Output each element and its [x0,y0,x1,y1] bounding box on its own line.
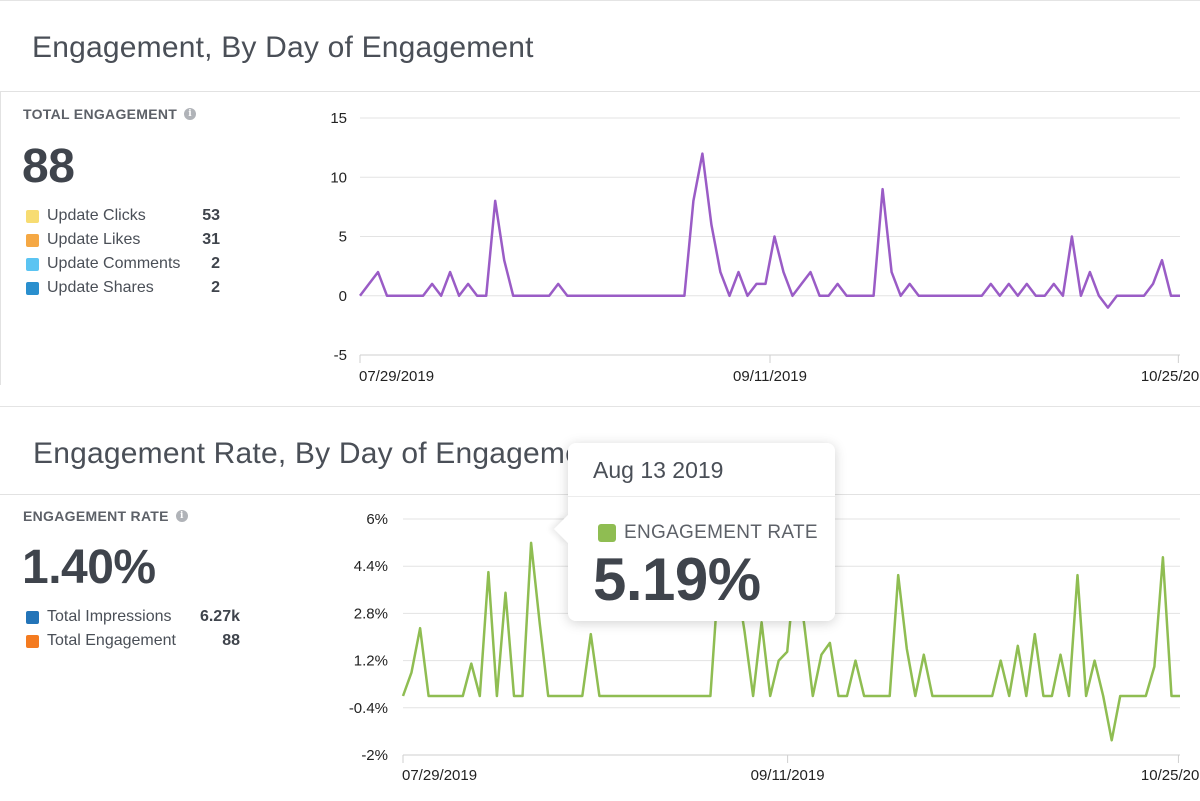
y-tick-label: 6% [366,511,388,528]
x-tick-label: 07/29/2019 [402,767,477,784]
legend-item-update-clicks[interactable]: Update Clicks 53 [26,204,220,228]
legend-item-total-engagement[interactable]: Total Engagement 88 [26,629,240,653]
y-tick-label: -0.4% [349,700,388,717]
engagement-rate-value: 1.40% [22,541,156,594]
engagement-panel: Engagement, By Day of Engagement TOTAL E… [0,0,1200,385]
engagement-line-chart[interactable]: 15 10 5 0 -5 07/29/2019 09/11/2019 10/25/2019 [300,101,1200,385]
legend-item-value: 88 [222,632,240,649]
tooltip-date: Aug 13 2019 [593,457,724,483]
y-tick-label: 5 [339,229,347,246]
series-line[interactable] [359,152,1180,309]
legend-item-label: Update Likes [47,231,141,248]
legend-item-label: Update Shares [47,279,154,296]
y-tick-label: 2.8% [354,605,388,622]
legend-item-label: Total Engagement [47,632,176,649]
legend-item-value: 2 [211,255,220,272]
chart-tooltip: Aug 13 2019 ENGAGEMENT RATE 5.19% [568,443,835,621]
x-tick-label: 10/25/2019 [1141,368,1200,385]
legend-swatch [26,281,39,295]
info-icon[interactable]: i [184,108,197,120]
panel-left-border [0,91,1,385]
total-engagement-label: TOTAL ENGAGEMENT i [23,106,197,122]
legend-item-update-comments[interactable]: Update Comments 2 [26,252,220,276]
panel-gap [0,384,1200,406]
y-tick-label: 10 [330,169,347,186]
panel-divider [0,91,1200,92]
legend-item-update-likes[interactable]: Update Likes 31 [26,228,220,252]
x-tick-label: 09/11/2019 [733,368,807,385]
y-tick-label: 1.2% [354,653,388,670]
y-tick-label: 0 [339,288,347,305]
legend-item-total-impressions[interactable]: Total Impressions 6.27k [26,605,240,629]
tooltip-divider [568,496,835,497]
legend-item-value: 31 [202,231,220,248]
legend-item-label: Update Comments [47,255,181,272]
engagement-rate-line-chart[interactable]: 6% 4.4% 2.8% 1.2% -0.4% -2% 07/29/2019 09/11/20… [300,507,1200,801]
y-tick-label: 4.4% [354,558,388,575]
legend-item-label: Update Clicks [47,207,146,224]
legend-swatch [26,257,39,271]
tooltip-value: 5.19% [593,546,761,613]
legend-item-update-shares[interactable]: Update Shares 2 [26,276,220,300]
engagement-panel-title: Engagement, By Day of Engagement [32,31,534,64]
tooltip-series-swatch [598,524,616,542]
y-tick-label: -5 [334,347,347,364]
x-tick-label: 10/25/2019 [1141,767,1200,784]
legend-swatch [26,610,39,624]
engagement-rate-legend: Total Impressions 6.27k Total Engagement… [26,605,240,653]
engagement-rate-panel-title: Engagement Rate, By Day of Engagement [33,437,608,470]
x-tick-label: 07/29/2019 [359,368,434,385]
legend-item-label: Total Impressions [47,608,172,625]
total-engagement-label-text: TOTAL ENGAGEMENT [23,106,178,122]
engagement-rate-label: ENGAGEMENT RATE i [23,508,188,524]
legend-swatch [26,209,39,223]
engagement-legend: Update Clicks 53 Update Likes 31 Update … [26,204,220,300]
tooltip-body: Aug 13 2019 ENGAGEMENT RATE 5.19% [568,443,835,621]
tooltip-series: ENGAGEMENT RATE [598,522,818,544]
engagement-rate-label-text: ENGAGEMENT RATE [23,508,169,524]
x-tick-label: 09/11/2019 [751,767,825,784]
y-tick-label: -2% [361,747,388,764]
y-tick-label: 15 [330,110,347,127]
total-engagement-value: 88 [22,140,75,193]
legend-item-value: 2 [211,279,220,296]
tooltip-series-label: ENGAGEMENT RATE [624,522,818,543]
legend-swatch [26,634,39,648]
legend-swatch [26,233,39,247]
legend-item-value: 53 [202,207,220,224]
info-icon[interactable]: i [175,510,188,522]
legend-item-value: 6.27k [199,608,240,625]
